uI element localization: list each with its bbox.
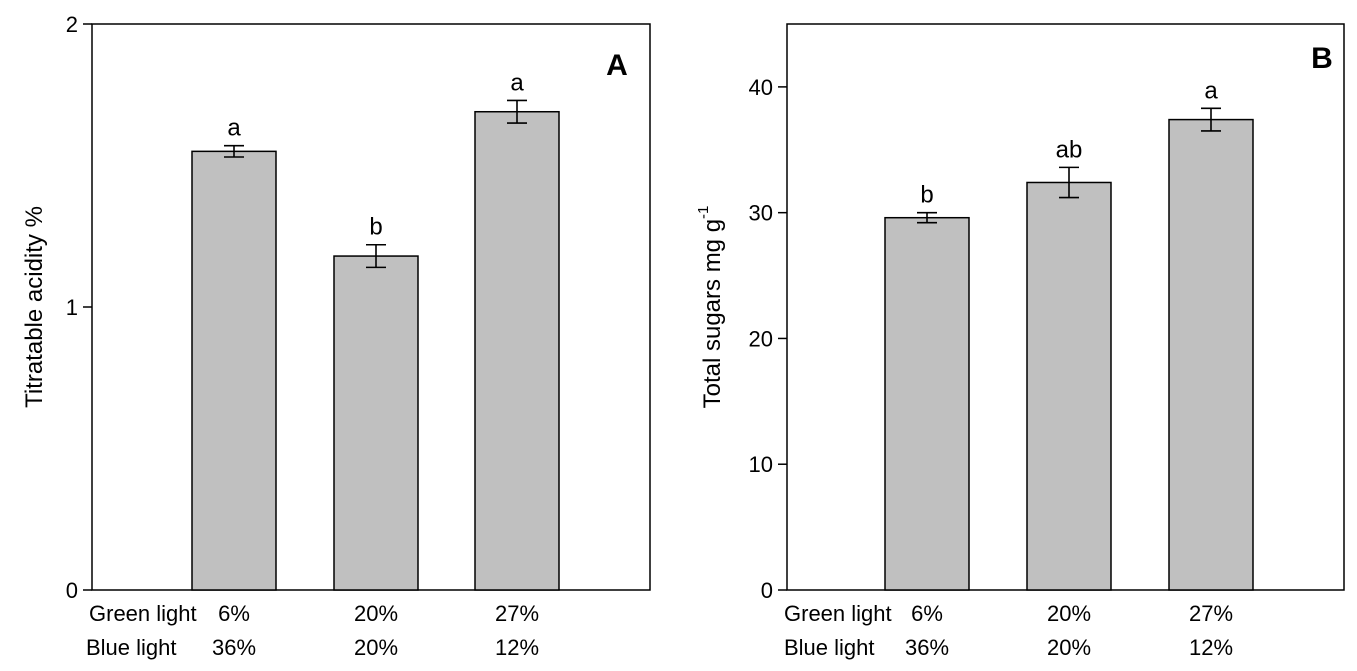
significance-label-2-3: a bbox=[1204, 77, 1218, 104]
x-row-label-1-1: Green light bbox=[89, 601, 197, 626]
significance-label-1-1: a bbox=[227, 115, 241, 142]
bar-1-2 bbox=[333, 255, 419, 591]
x-tick-label-2-2-3: 12% bbox=[1189, 635, 1233, 660]
x-row-label-1-2: Blue light bbox=[86, 635, 177, 660]
x-row-label-2-2: Blue light bbox=[784, 635, 875, 660]
x-tick-label-1-2-1: 36% bbox=[212, 635, 256, 660]
x-tick-label-2-1-2: 20% bbox=[1047, 601, 1091, 626]
x-tick-label-2-2-2: 20% bbox=[1047, 635, 1091, 660]
bar-2-1 bbox=[884, 216, 970, 591]
bar-2-3 bbox=[1168, 118, 1254, 591]
x-tick-label-1-2-3: 12% bbox=[495, 635, 539, 660]
bar-1-1 bbox=[191, 150, 277, 591]
significance-label-2-1: b bbox=[920, 182, 933, 209]
bar-1-3 bbox=[474, 110, 560, 591]
y-tick-label-1-1: 1 bbox=[66, 295, 78, 320]
y-tick-label-2-2: 20 bbox=[749, 326, 773, 351]
y-tick-label-1-2: 2 bbox=[66, 12, 78, 37]
x-tick-label-2-1-1: 6% bbox=[911, 601, 943, 626]
x-tick-label-2-2-1: 36% bbox=[905, 635, 949, 660]
y-tick-label-1-0: 0 bbox=[66, 578, 78, 603]
y-axis-label-1: Titratable acidity % bbox=[21, 206, 48, 408]
y-axis-label-superscript-2: -1 bbox=[695, 206, 712, 219]
y-tick-label-2-0: 0 bbox=[761, 578, 773, 603]
x-tick-label-1-1-1: 6% bbox=[218, 601, 250, 626]
x-tick-label-2-1-3: 27% bbox=[1189, 601, 1233, 626]
y-tick-label-2-3: 30 bbox=[749, 201, 773, 226]
significance-label-2-2: ab bbox=[1056, 136, 1083, 163]
x-tick-label-1-1-2: 20% bbox=[354, 601, 398, 626]
y-axis-label-text-1: Titratable acidity % bbox=[21, 206, 48, 408]
y-axis-label-text-2: Total sugars mg g bbox=[699, 219, 726, 408]
x-tick-label-1-2-2: 20% bbox=[354, 635, 398, 660]
panel-label-1: A bbox=[606, 49, 628, 82]
y-tick-label-2-1: 10 bbox=[749, 452, 773, 477]
y-axis-label-2: Total sugars mg g-1 bbox=[695, 206, 726, 409]
panel-label-2: B bbox=[1311, 42, 1333, 75]
x-tick-label-1-1-3: 27% bbox=[495, 601, 539, 626]
x-row-label-2-1: Green light bbox=[784, 601, 892, 626]
significance-label-1-2: b bbox=[369, 214, 382, 241]
significance-label-1-3: a bbox=[510, 69, 524, 96]
bar-2-2 bbox=[1026, 181, 1112, 591]
y-tick-label-2-4: 40 bbox=[749, 75, 773, 100]
